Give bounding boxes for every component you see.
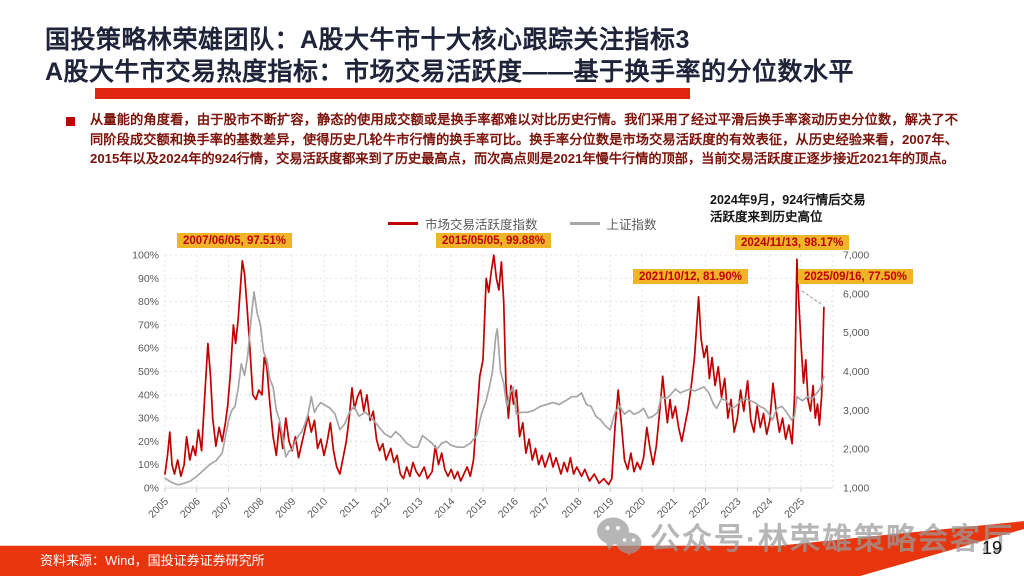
svg-text:2006: 2006 bbox=[178, 496, 203, 521]
svg-text:30%: 30% bbox=[138, 413, 159, 425]
legend-red-line-icon bbox=[388, 222, 418, 225]
svg-text:7,000: 7,000 bbox=[843, 250, 869, 262]
svg-text:2010: 2010 bbox=[305, 496, 330, 521]
svg-text:70%: 70% bbox=[138, 319, 159, 331]
legend-gray-line-icon bbox=[569, 222, 600, 225]
footer-source: 资料来源：Wind，国投证券证券研究所 bbox=[40, 553, 265, 568]
svg-text:0%: 0% bbox=[144, 483, 159, 495]
svg-text:2018: 2018 bbox=[560, 496, 585, 521]
svg-text:2009: 2009 bbox=[273, 496, 298, 521]
svg-text:50%: 50% bbox=[138, 366, 159, 378]
svg-text:3,000: 3,000 bbox=[843, 405, 869, 417]
legend-label-sse: 上证指数 bbox=[606, 218, 657, 232]
svg-text:20%: 20% bbox=[138, 436, 159, 448]
svg-text:2015: 2015 bbox=[464, 496, 489, 521]
svg-text:60%: 60% bbox=[138, 343, 159, 355]
line-chart: 0% 10% 20% 30% 40% 50% 60% 70% 80% 90% 100% 1,000 2,… bbox=[132, 250, 869, 521]
slide-title-block: 国投策略林荣雄团队：A股大牛市十大核心跟踪关注指标3 A股大牛市交易热度指标：市… bbox=[45, 24, 995, 88]
title-underline-bar bbox=[95, 88, 690, 99]
svg-text:90%: 90% bbox=[138, 273, 159, 285]
slide-title-line1: 国投策略林荣雄团队：A股大牛市十大核心跟踪关注指标3 bbox=[45, 26, 690, 54]
chart-note: 2024年9月，924行情后交易 活跃度来到历史高位 bbox=[710, 192, 890, 226]
svg-text:2005: 2005 bbox=[146, 496, 171, 521]
chart-note-line2: 活跃度来到历史高位 bbox=[710, 210, 823, 224]
annotation-2024: 2024/11/13, 98.17% bbox=[735, 235, 850, 250]
svg-text:2012: 2012 bbox=[369, 496, 394, 521]
svg-text:2014: 2014 bbox=[432, 496, 457, 521]
svg-text:2008: 2008 bbox=[242, 496, 267, 521]
svg-text:2,000: 2,000 bbox=[843, 444, 869, 456]
annotation-2021: 2021/10/12, 81.90% bbox=[633, 269, 748, 284]
summary-paragraph: 从量能的角度看，由于股市不断扩容，静态的使用成交额或是换手率都难以对比历史行情。… bbox=[90, 112, 958, 166]
svg-text:4,000: 4,000 bbox=[843, 366, 869, 378]
watermark-text: 公众号·林荣雄策略会客厅 bbox=[650, 523, 1014, 556]
svg-text:2016: 2016 bbox=[496, 496, 521, 521]
annotation-2007: 2007/06/05, 97.51% bbox=[177, 233, 292, 248]
svg-text:2013: 2013 bbox=[401, 496, 426, 521]
svg-text:40%: 40% bbox=[138, 389, 159, 401]
chart-legend: 市场交易活跃度指数 上证指数 bbox=[388, 214, 657, 233]
svg-text:100%: 100% bbox=[132, 250, 159, 262]
slide-title-line2: A股大牛市交易热度指标：市场交易活跃度——基于换手率的分位数水平 bbox=[45, 58, 855, 86]
svg-text:6,000: 6,000 bbox=[843, 288, 869, 300]
bullet-square-icon bbox=[66, 117, 75, 126]
watermark: 公众号·林荣雄策略会客厅 bbox=[596, 514, 1014, 558]
page-number: 19 bbox=[982, 538, 1003, 558]
svg-text:2017: 2017 bbox=[528, 496, 553, 521]
svg-text:10%: 10% bbox=[138, 459, 159, 471]
svg-text:2011: 2011 bbox=[337, 496, 362, 521]
chart-note-line1: 2024年9月，924行情后交易 bbox=[710, 193, 866, 207]
svg-text:80%: 80% bbox=[138, 296, 159, 308]
annotation-2015: 2015/05/05, 99.88% bbox=[436, 233, 551, 248]
svg-text:5,000: 5,000 bbox=[843, 327, 869, 339]
annotation-2025: 2025/09/16, 77.50% bbox=[798, 269, 913, 284]
svg-text:1,000: 1,000 bbox=[843, 483, 869, 495]
legend-label-activity: 市场交易活跃度指数 bbox=[425, 218, 538, 232]
svg-text:2007: 2007 bbox=[210, 496, 235, 521]
wechat-icon bbox=[597, 517, 642, 556]
